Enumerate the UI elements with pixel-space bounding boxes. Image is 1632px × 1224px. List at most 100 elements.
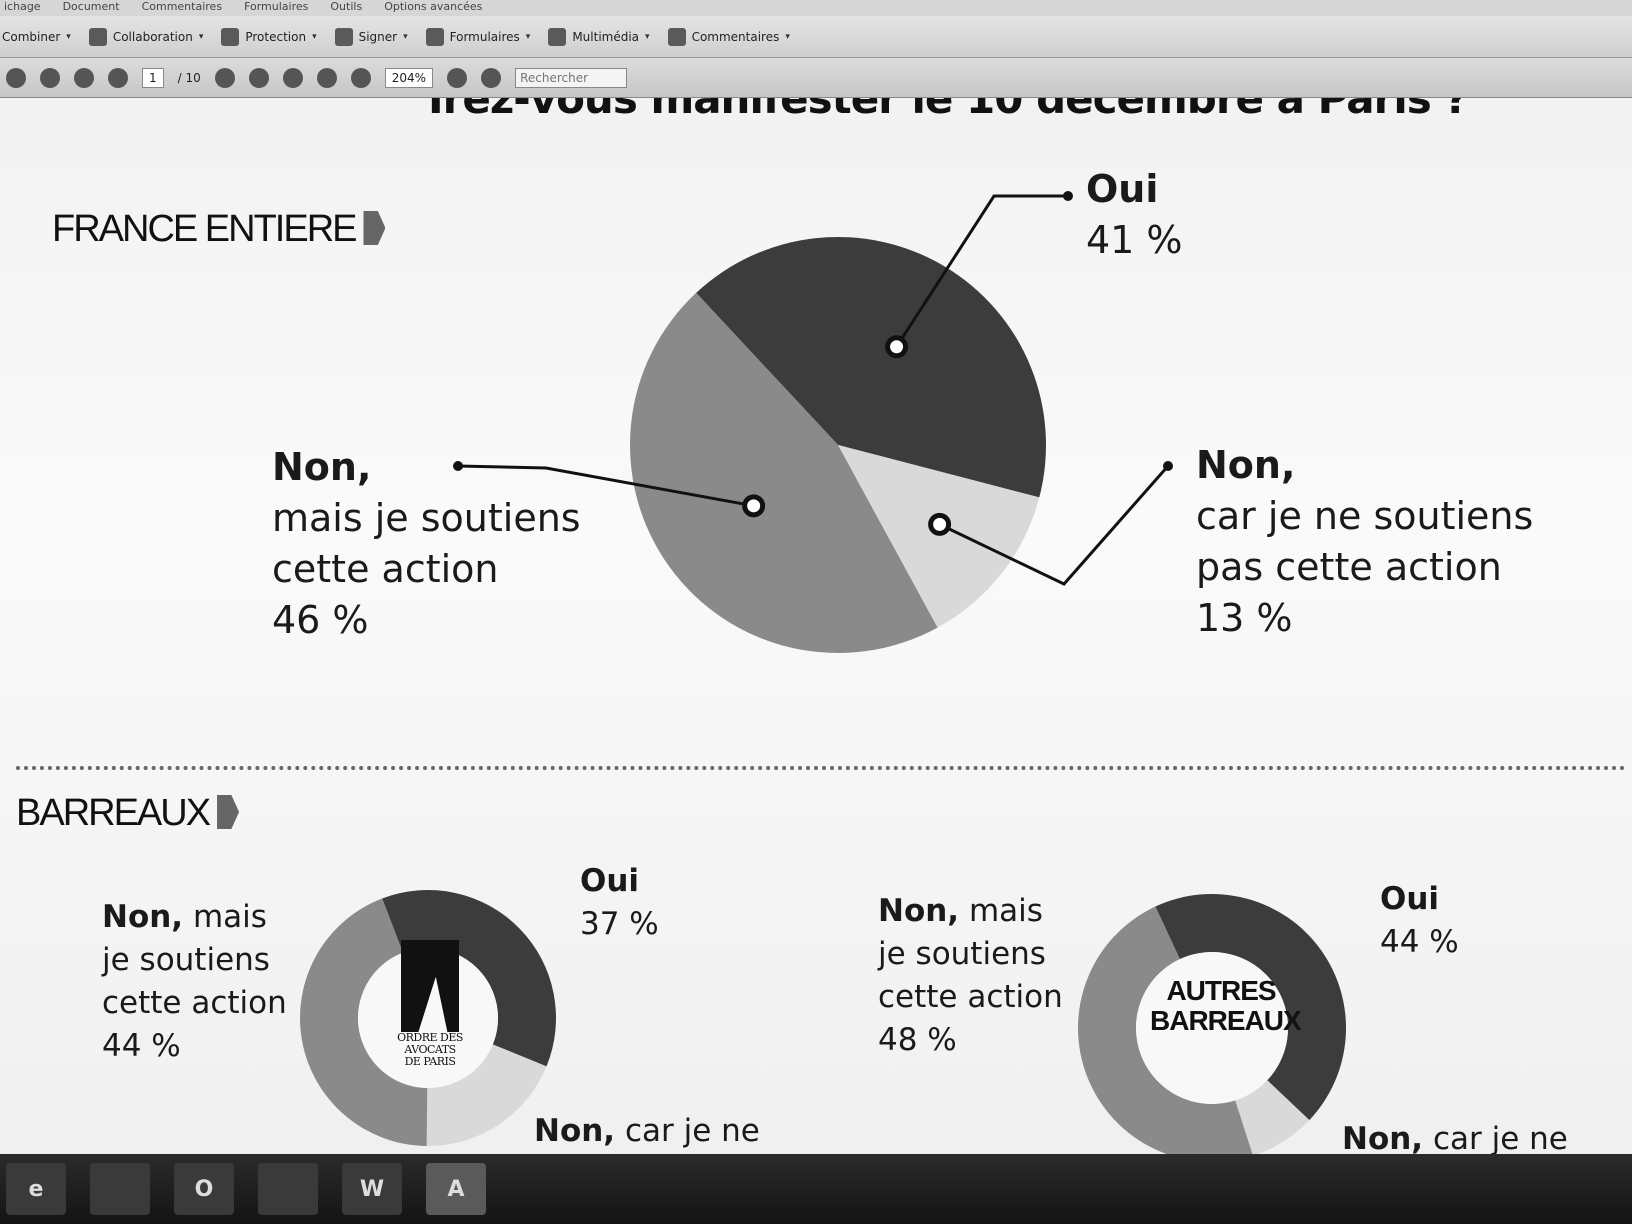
signer-button[interactable]: Signer ▾ xyxy=(334,27,408,46)
fit-width-icon[interactable] xyxy=(447,67,468,88)
menu-item-commentaires[interactable]: Commentaires xyxy=(141,0,223,13)
protection-button[interactable]: Protection ▾ xyxy=(221,27,317,46)
charts-canvas xyxy=(299,191,1346,1154)
windows-taskbar: e O W A xyxy=(0,1154,1632,1224)
avocats-logo-icon xyxy=(401,940,459,1032)
commentaires-label: Commentaires xyxy=(691,29,780,44)
chevron-down-icon: ▾ xyxy=(198,31,204,42)
full-screen-icon[interactable] xyxy=(481,67,502,88)
section-barreaux-text: BARREAUX xyxy=(16,792,211,834)
film-icon xyxy=(548,27,567,46)
france-leader-end-oui xyxy=(1063,191,1073,201)
france-leader-dot-non-mais xyxy=(742,494,766,518)
chevron-down-icon: ▾ xyxy=(66,31,71,42)
zoom-level-field[interactable]: 204% xyxy=(384,67,434,88)
autres-donut-hole xyxy=(1136,952,1288,1104)
collaboration-button[interactable]: Collaboration ▾ xyxy=(88,27,204,46)
document-page: Irez-vous manifester le 10 décembre à Pa… xyxy=(0,98,1632,1154)
france-label-oui: Oui 41 % xyxy=(1086,164,1183,266)
france-non-car-value: 13 % xyxy=(1196,596,1293,640)
france-non-car-line2: pas cette action xyxy=(1196,545,1502,589)
multimedia-button[interactable]: Multimédia ▾ xyxy=(548,27,650,46)
france-leader-line-oui xyxy=(895,194,1068,348)
pen-icon xyxy=(334,27,353,46)
navigation-toolbar: 1 / 10 204% xyxy=(0,58,1632,98)
paris-slice-non-car xyxy=(426,1044,547,1146)
menu-item-options[interactable]: Options avancées xyxy=(384,0,483,13)
chevron-down-icon: ▾ xyxy=(312,31,317,42)
menu-item-outils[interactable]: Outils xyxy=(330,0,363,13)
autres-barreaux-center-label: AUTRES BARREAUX xyxy=(1150,976,1302,1036)
france-slice-oui xyxy=(696,237,1046,498)
hand-tool-icon[interactable] xyxy=(248,67,269,88)
word-icon[interactable]: W xyxy=(342,1163,402,1215)
france-non-car-line1: car je ne soutiens xyxy=(1196,494,1534,538)
section-france-text: FRANCE ENTIERE xyxy=(52,208,357,250)
zoom-out-icon[interactable] xyxy=(316,67,337,88)
ie-icon[interactable]: e xyxy=(6,1163,66,1215)
select-tool-icon[interactable] xyxy=(214,67,235,88)
paris-logo-line2: AVOCATS xyxy=(404,1043,456,1056)
france-leader-dot-oui xyxy=(885,335,909,359)
autres-slice-oui xyxy=(1155,894,1346,1121)
france-non-mais-line1: mais je soutiens xyxy=(272,496,581,540)
france-leader-end-non-mais xyxy=(453,461,463,471)
france-non-mais-head: Non, xyxy=(272,445,372,489)
formulaires-button[interactable]: Formulaires ▾ xyxy=(425,27,531,46)
autres-non-mais-line0: mais xyxy=(968,893,1043,929)
france-non-mais-line2: cette action xyxy=(272,547,499,591)
autres-non-car-line1: car je ne xyxy=(1432,1121,1568,1154)
folder-icon[interactable] xyxy=(258,1163,318,1215)
arrow-icon xyxy=(217,795,240,829)
france-oui-value: 41 % xyxy=(1086,218,1183,262)
paris-logo-line3: DE PARIS xyxy=(404,1055,456,1068)
chevron-down-icon: ▾ xyxy=(403,31,408,42)
france-leader-dot-non-car xyxy=(928,512,952,536)
formulaires-label: Formulaires xyxy=(449,29,520,44)
section-label-france: FRANCE ENTIERE xyxy=(52,208,386,251)
france-leader-line-non-car xyxy=(938,465,1170,586)
paris-non-mais-value: 44 % xyxy=(102,1028,181,1064)
arrow-icon xyxy=(363,211,386,245)
section-label-barreaux: BARREAUX xyxy=(16,792,240,835)
page-number-input[interactable]: 1 xyxy=(142,67,164,88)
page-up-icon[interactable] xyxy=(74,67,94,88)
search-input[interactable] xyxy=(515,67,628,88)
autres-oui-head: Oui xyxy=(1380,881,1440,917)
chevron-down-icon: ▾ xyxy=(785,31,790,42)
protection-label: Protection xyxy=(245,29,307,44)
acrobat-icon[interactable]: A xyxy=(426,1163,486,1215)
zoom-in-icon[interactable] xyxy=(350,67,371,88)
paris-label-oui: Oui 37 % xyxy=(580,860,659,946)
france-label-non-car: Non, car je ne soutiens pas cette action… xyxy=(1196,440,1533,644)
france-label-non-mais: Non, mais je soutiens cette action 46 % xyxy=(272,442,581,646)
page-total: / 10 xyxy=(177,70,201,85)
multimedia-label: Multimédia xyxy=(572,29,640,44)
paris-non-mais-line2: cette action xyxy=(102,985,287,1021)
paris-oui-head: Oui xyxy=(580,863,640,899)
autres-non-mais-head: Non, xyxy=(878,893,960,929)
outlook-icon[interactable]: O xyxy=(174,1163,234,1215)
combiner-button[interactable]: Combiner ▾ xyxy=(2,30,71,44)
save-icon[interactable] xyxy=(6,67,26,88)
france-slice-non-car xyxy=(838,445,1040,628)
paris-non-mais-head: Non, xyxy=(102,899,184,935)
menu-item-document[interactable]: Document xyxy=(62,0,120,13)
france-oui-head: Oui xyxy=(1086,167,1159,211)
autres-oui-value: 44 % xyxy=(1380,924,1459,960)
user-icon[interactable] xyxy=(90,1163,150,1215)
combiner-label: Combiner xyxy=(2,29,61,44)
paris-slice-oui xyxy=(382,890,556,1067)
autres-non-mais-line1: je soutiens xyxy=(878,936,1046,972)
dotted-divider xyxy=(16,766,1626,770)
zoom-tool-icon[interactable] xyxy=(282,67,303,88)
menu-item-affichage[interactable]: ichage xyxy=(4,0,41,13)
chevron-down-icon: ▾ xyxy=(525,31,531,42)
comment-icon xyxy=(667,27,686,46)
page-down-icon[interactable] xyxy=(108,67,128,88)
autres-label-oui: Oui 44 % xyxy=(1380,878,1459,964)
menu-item-formulaires[interactable]: Formulaires xyxy=(244,0,309,13)
print-icon[interactable] xyxy=(40,67,60,88)
collaboration-label: Collaboration xyxy=(112,29,193,44)
commentaires-button[interactable]: Commentaires ▾ xyxy=(667,27,790,46)
